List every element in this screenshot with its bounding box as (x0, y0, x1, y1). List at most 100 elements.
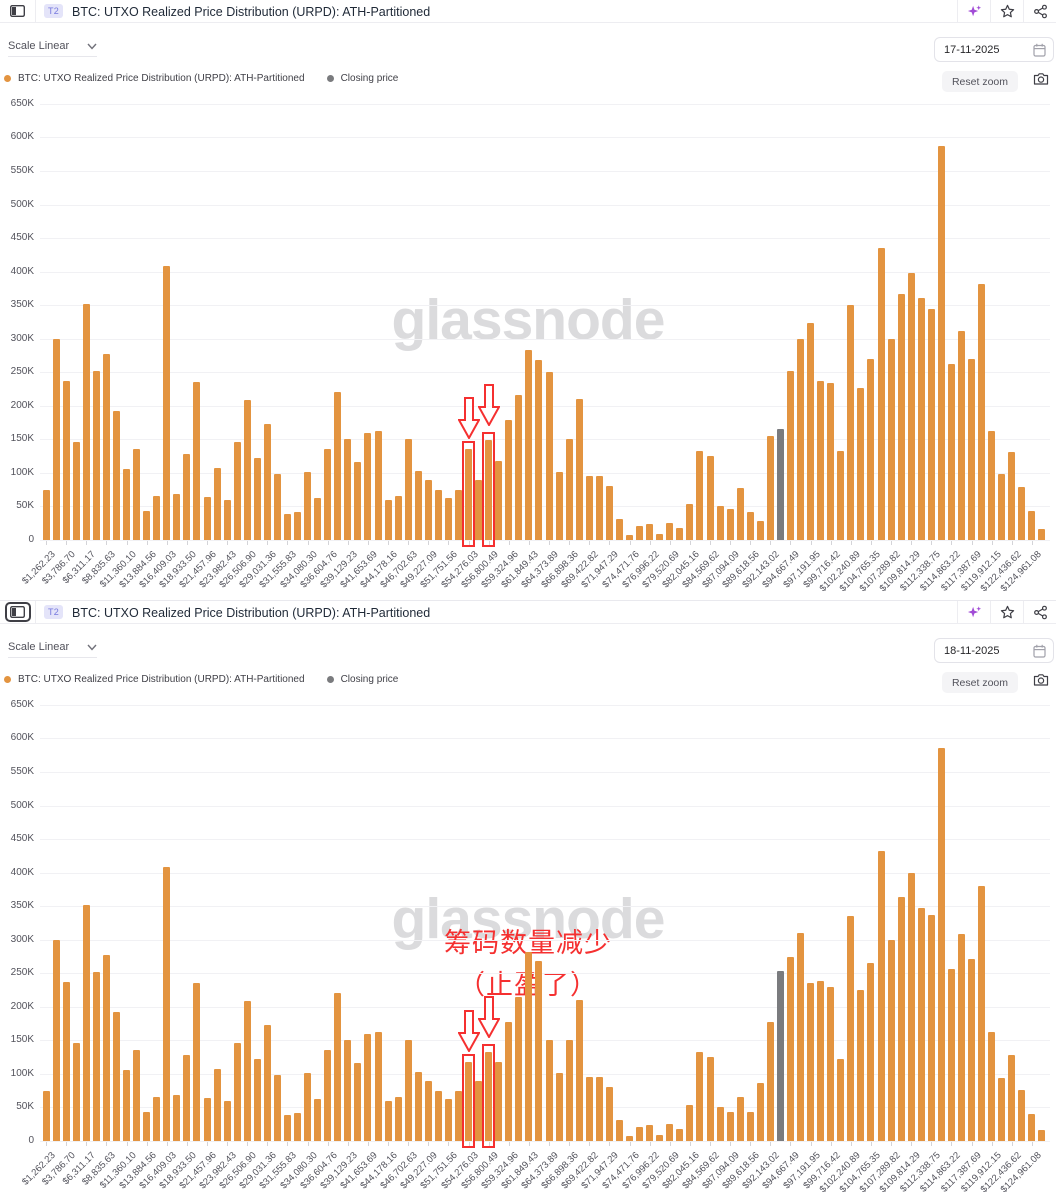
bar[interactable] (153, 1096, 161, 1141)
bar[interactable] (998, 1077, 1006, 1141)
bar[interactable] (374, 1031, 382, 1141)
bar[interactable] (304, 471, 312, 540)
bar[interactable] (495, 460, 503, 540)
series1-legend-label[interactable]: BTC: UTXO Realized Price Distribution (U… (18, 674, 305, 685)
bar[interactable] (82, 904, 90, 1141)
bar[interactable] (575, 1000, 583, 1141)
bar[interactable] (233, 1043, 241, 1141)
bar[interactable] (475, 1081, 483, 1141)
bar[interactable] (394, 1097, 402, 1141)
bar[interactable] (505, 419, 513, 540)
bar[interactable] (505, 1021, 513, 1141)
share-button[interactable] (1023, 601, 1056, 623)
bar[interactable] (887, 940, 895, 1141)
bar[interactable] (756, 1083, 764, 1141)
bar[interactable] (485, 1051, 493, 1141)
bar[interactable] (696, 451, 704, 540)
camera-button[interactable] (1033, 72, 1049, 89)
bar[interactable] (193, 982, 201, 1141)
bar[interactable] (1038, 528, 1046, 540)
bar[interactable] (917, 298, 925, 540)
bar[interactable] (324, 1049, 332, 1141)
bar[interactable] (988, 430, 996, 540)
bar[interactable] (515, 997, 523, 1141)
bar[interactable] (656, 1135, 664, 1141)
bar[interactable] (797, 933, 804, 1141)
bar[interactable] (595, 1077, 603, 1141)
bar[interactable] (374, 430, 382, 540)
bar[interactable] (847, 915, 855, 1141)
bar[interactable] (314, 1098, 322, 1141)
reset-zoom-button[interactable]: Reset zoom (941, 672, 1018, 693)
bar[interactable] (585, 475, 593, 540)
tab-badge[interactable]: T2 (44, 4, 64, 18)
bar[interactable] (716, 505, 724, 540)
bar[interactable] (434, 1090, 442, 1141)
bar[interactable] (746, 511, 754, 540)
bar[interactable] (143, 1111, 151, 1141)
bar[interactable] (153, 495, 161, 540)
bar[interactable] (92, 370, 100, 540)
bar[interactable] (72, 442, 80, 540)
bar[interactable] (666, 522, 674, 540)
bar[interactable] (173, 1094, 181, 1141)
bar[interactable] (123, 1069, 130, 1141)
scale-select[interactable]: Scale Linear (8, 40, 98, 57)
bar[interactable] (414, 470, 422, 540)
share-button[interactable] (1023, 0, 1056, 22)
bar[interactable] (867, 358, 875, 540)
bar[interactable] (756, 520, 764, 540)
bar[interactable] (626, 1136, 633, 1141)
bar[interactable] (364, 1034, 372, 1141)
bar[interactable] (294, 1112, 301, 1141)
bar[interactable] (465, 448, 472, 540)
bar[interactable] (123, 468, 130, 540)
bar[interactable] (525, 350, 533, 540)
bar[interactable] (314, 497, 322, 540)
bar[interactable] (927, 309, 935, 540)
bar[interactable] (605, 1087, 613, 1141)
bar[interactable] (364, 433, 372, 540)
bar[interactable] (958, 331, 965, 540)
bar[interactable] (1038, 1129, 1046, 1141)
bar[interactable] (565, 1039, 573, 1141)
favorite-star-button[interactable] (990, 601, 1023, 623)
ai-sparkle-button[interactable] (957, 601, 990, 623)
date-input[interactable]: 18-11-2025 (934, 638, 1054, 663)
bar[interactable] (62, 381, 70, 540)
bar[interactable] (736, 487, 744, 540)
bar[interactable] (283, 513, 291, 540)
bar[interactable] (656, 534, 664, 540)
bar[interactable] (786, 956, 794, 1141)
bar[interactable] (535, 961, 543, 1141)
bar[interactable] (183, 454, 191, 540)
bar[interactable] (1018, 1090, 1026, 1141)
bar[interactable] (344, 1039, 352, 1141)
bar[interactable] (424, 479, 432, 540)
bar[interactable] (475, 479, 483, 540)
bar[interactable] (676, 527, 684, 540)
calendar-icon[interactable] (1033, 644, 1046, 658)
bar[interactable] (334, 992, 342, 1141)
closing-price-bar[interactable] (776, 429, 784, 540)
bar[interactable] (837, 1058, 845, 1141)
bar[interactable] (525, 952, 533, 1141)
bar[interactable] (686, 1105, 694, 1141)
bar[interactable] (384, 500, 392, 540)
bar[interactable] (877, 850, 885, 1141)
bar[interactable] (404, 438, 412, 540)
bar[interactable] (324, 448, 332, 540)
tab-badge[interactable]: T2 (44, 605, 64, 619)
bar[interactable] (213, 468, 221, 540)
bar[interactable] (615, 518, 623, 540)
bar[interactable] (384, 1101, 392, 1141)
bar[interactable] (615, 1119, 623, 1141)
bar[interactable] (716, 1107, 724, 1141)
bar[interactable] (827, 987, 835, 1141)
bar[interactable] (968, 959, 975, 1141)
bar[interactable] (465, 1061, 472, 1141)
bar[interactable] (988, 1032, 996, 1141)
bar[interactable] (424, 1080, 432, 1141)
bar[interactable] (877, 248, 885, 540)
reset-zoom-button[interactable]: Reset zoom (941, 71, 1018, 92)
